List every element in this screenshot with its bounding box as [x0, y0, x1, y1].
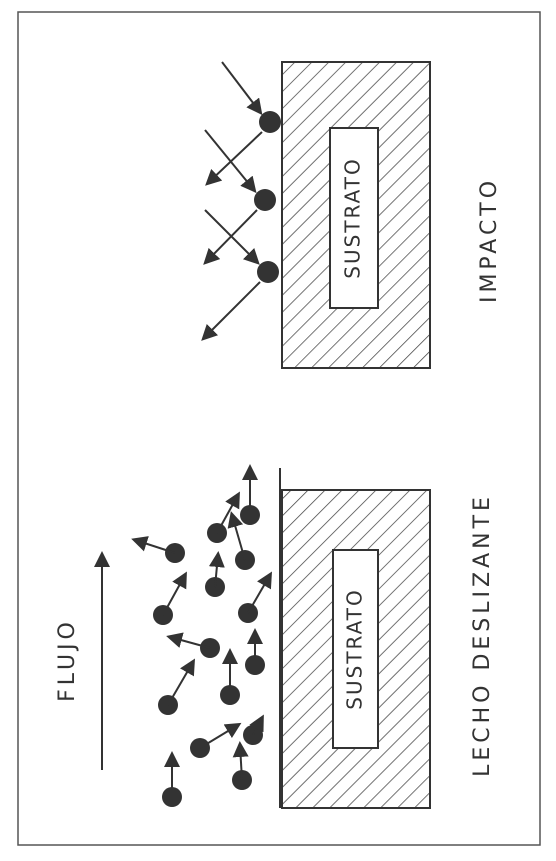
arrow: [200, 725, 238, 748]
particle: [257, 261, 279, 283]
substrate-label: SUSTRATO: [341, 157, 365, 278]
arrow: [205, 130, 254, 190]
arrow: [168, 662, 193, 705]
sliding-bed-panel: SUSTRATO LECHO DESLIZANTE FLUJO: [55, 468, 495, 808]
panel-label: LECHO DESLIZANTE: [470, 493, 495, 777]
arrow: [248, 575, 270, 613]
flow-label: FLUJO: [55, 618, 80, 702]
panel-label: IMPACTO: [477, 177, 502, 303]
particle: [259, 111, 281, 133]
arrow: [163, 575, 185, 615]
arrow: [208, 132, 262, 183]
diagram: SUSTRATO IMPACTO SUSTRATO LECHO DESLIZAN…: [0, 0, 556, 861]
impact-panel: SUSTRATO IMPACTO: [204, 62, 502, 368]
arrow: [222, 62, 260, 112]
substrate-label: SUSTRATO: [343, 588, 367, 709]
particle: [254, 189, 276, 211]
arrow: [204, 282, 260, 338]
